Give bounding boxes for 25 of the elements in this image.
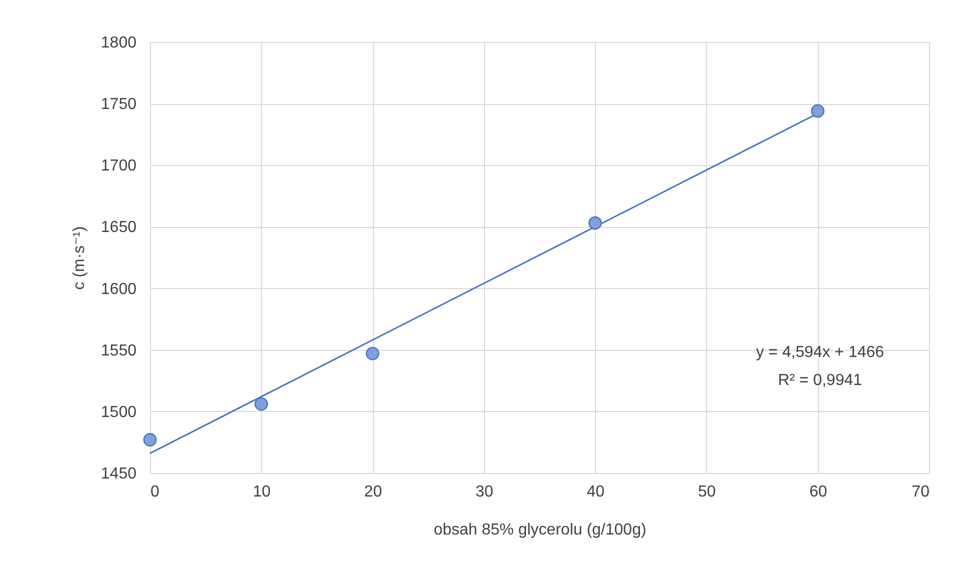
point	[366, 346, 380, 360]
y-axis-title: c (m·s⁻¹)	[70, 226, 88, 290]
point	[143, 433, 157, 446]
y-tick-label: 1800	[100, 34, 137, 52]
x-axis-title: obsah 85% glycerolu (g/100g)	[434, 522, 646, 538]
point	[810, 104, 824, 118]
y-tick-label: 1750	[100, 96, 137, 114]
x-tick-label: 30	[475, 484, 494, 500]
y-tick-label: 1700	[100, 158, 137, 175]
x-tick-label: 60	[809, 484, 828, 500]
x-tick-label: 10	[252, 484, 271, 500]
x-tick-label: 20	[364, 484, 382, 500]
x-tick-label: 50	[698, 484, 716, 500]
annotation: R² = 0,9941	[778, 372, 862, 389]
y-tick-label: 1650	[100, 219, 137, 236]
x-tick-label: 0	[150, 484, 160, 500]
x-tick-label: 70	[912, 484, 930, 500]
point	[588, 216, 602, 230]
y-tick-label: 1600	[100, 280, 137, 298]
y-tick-label: 1550	[100, 342, 137, 360]
x-tick-label: 40	[586, 484, 605, 500]
annotation: y = 4,594x + 1466	[756, 344, 884, 361]
y-tick-label: 1450	[100, 466, 137, 482]
point	[254, 397, 268, 411]
y-tick-label: 1500	[100, 404, 137, 421]
